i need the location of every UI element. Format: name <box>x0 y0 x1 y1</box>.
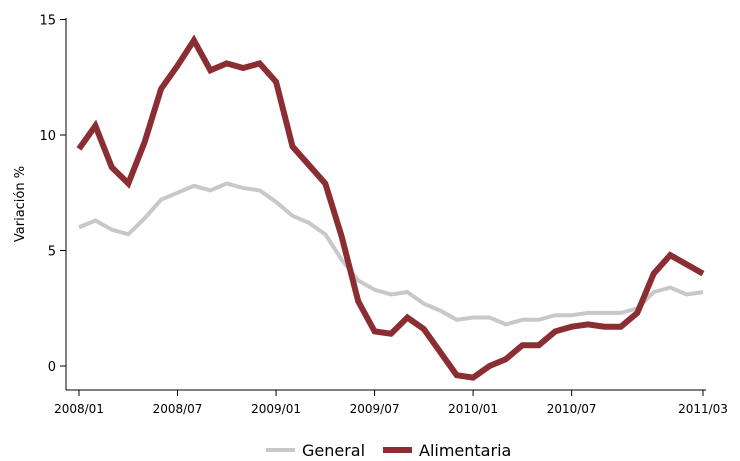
legend-label-alimentaria: Alimentaria <box>419 441 511 460</box>
x-tick-label: 2009/07 <box>350 402 400 416</box>
series-line-alimentaria <box>76 34 705 381</box>
y-axis-title: Variación % <box>13 166 28 242</box>
series-line-general <box>78 181 704 327</box>
x-ticks: 2008/01 2008/07 2009/01 2009/07 2010/01 2010/… <box>54 390 728 416</box>
x-tick-label: 2008/07 <box>153 402 203 416</box>
series-group <box>76 34 705 381</box>
y-tick-label: 5 <box>48 245 56 260</box>
y-tick-label: 15 <box>39 14 56 29</box>
x-tick-label: 2008/01 <box>54 402 104 416</box>
x-tick-label: 2011/03 <box>678 402 728 416</box>
x-tick-label: 2010/01 <box>448 402 498 416</box>
y-ticks: 0 5 10 15 <box>39 14 66 375</box>
x-tick-label: 2009/01 <box>251 402 301 416</box>
legend-label-general: General <box>302 441 365 460</box>
y-tick-label: 10 <box>39 129 56 144</box>
x-tick-label: 2010/07 <box>547 402 597 416</box>
y-tick-label: 0 <box>48 360 56 375</box>
axes <box>65 18 706 391</box>
legend: General Alimentaria <box>266 441 511 460</box>
